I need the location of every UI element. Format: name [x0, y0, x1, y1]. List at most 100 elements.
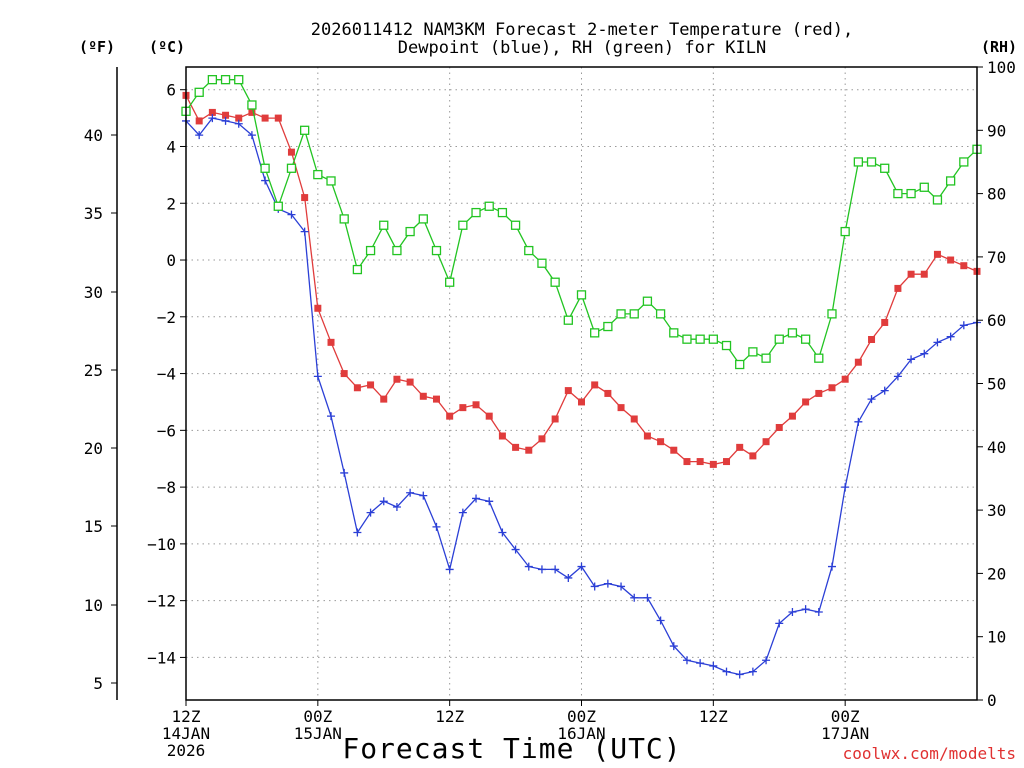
data-point — [682, 656, 691, 665]
data-point — [248, 108, 256, 116]
time-tick-label: 14JAN — [162, 724, 210, 743]
time-tick-label: 17JAN — [821, 724, 869, 743]
data-point — [380, 395, 388, 403]
data-point — [498, 528, 507, 537]
data-point — [907, 355, 916, 364]
data-point — [959, 157, 969, 167]
data-point — [274, 114, 282, 122]
data-point — [327, 338, 335, 346]
data-point — [775, 619, 784, 628]
data-point — [247, 100, 257, 110]
data-point — [564, 573, 573, 582]
data-point — [617, 582, 626, 591]
data-point — [802, 398, 810, 406]
time-tick-label: 16JAN — [557, 724, 605, 743]
rh-tick-label: 80 — [987, 185, 1006, 204]
data-point — [406, 378, 414, 386]
data-point — [945, 176, 956, 186]
data-point — [762, 656, 771, 665]
data-point — [234, 75, 244, 85]
data-point — [933, 250, 941, 258]
data-point — [220, 75, 231, 85]
data-point — [800, 334, 811, 344]
data-point — [735, 670, 744, 679]
data-point — [273, 201, 283, 211]
data-point — [827, 309, 837, 319]
data-point — [524, 245, 534, 256]
data-point — [194, 87, 204, 97]
data-point — [327, 412, 336, 421]
series-dewpoint — [182, 114, 981, 679]
data-point — [590, 328, 600, 338]
time-tick-label: 12Z — [172, 707, 201, 726]
data-point — [893, 188, 903, 199]
data-point — [709, 460, 717, 468]
data-point — [946, 332, 955, 341]
c-tick-label: −6 — [157, 421, 176, 440]
data-point — [880, 386, 889, 395]
data-point — [801, 605, 810, 614]
f-tick-label: 35 — [84, 204, 103, 223]
data-point — [207, 75, 218, 85]
data-point — [392, 245, 402, 256]
rh-tick-label: 40 — [987, 438, 1006, 457]
data-point — [643, 432, 651, 440]
data-point — [563, 315, 573, 325]
celsius-unit-label: (ºC) — [149, 38, 185, 56]
data-point — [867, 395, 876, 404]
data-point — [761, 353, 771, 363]
data-point — [339, 214, 349, 224]
f-tick-label: 40 — [84, 126, 103, 145]
data-point — [313, 372, 322, 381]
data-point — [366, 508, 375, 517]
data-point — [485, 412, 493, 420]
data-point — [721, 340, 732, 351]
data-point — [723, 458, 731, 466]
f-tick-label: 5 — [93, 674, 103, 693]
data-point — [234, 119, 243, 128]
data-point — [367, 381, 375, 389]
data-point — [195, 131, 204, 140]
data-point — [576, 290, 587, 300]
data-point — [695, 334, 705, 344]
f-tick-label: 10 — [84, 596, 103, 615]
data-point — [405, 226, 415, 237]
data-point — [406, 488, 415, 497]
data-point — [906, 188, 916, 199]
data-point — [538, 435, 546, 443]
data-point — [840, 226, 850, 237]
data-point — [669, 642, 678, 651]
data-point — [696, 458, 704, 466]
rh-tick-label: 50 — [987, 375, 1006, 394]
data-point — [788, 412, 796, 420]
data-point — [762, 438, 770, 446]
data-point — [537, 565, 546, 574]
time-tick-label: 12Z — [435, 707, 464, 726]
data-point — [854, 417, 863, 426]
data-point — [788, 608, 797, 617]
c-tick-label: 6 — [166, 81, 176, 100]
data-point — [736, 443, 744, 451]
data-point — [524, 562, 533, 571]
data-point — [657, 438, 665, 446]
data-point — [880, 163, 890, 173]
data-point — [920, 270, 928, 278]
data-point — [616, 309, 626, 319]
data-point — [484, 201, 494, 211]
c-tick-label: 0 — [166, 251, 176, 270]
data-point — [815, 389, 823, 397]
f-tick-label: 20 — [84, 439, 103, 458]
data-point — [828, 384, 836, 392]
data-point — [472, 401, 480, 409]
data-point — [604, 389, 612, 397]
data-point — [748, 347, 758, 357]
data-point — [933, 338, 942, 347]
data-point — [379, 497, 388, 506]
data-point — [814, 608, 823, 617]
data-point — [340, 370, 348, 378]
data-point — [446, 412, 454, 420]
data-point — [655, 309, 666, 319]
data-point — [287, 148, 295, 156]
